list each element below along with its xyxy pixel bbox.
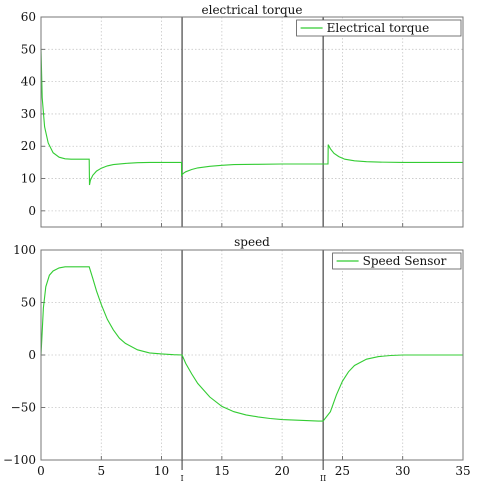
x-tick-label: 25 [335, 464, 350, 478]
y-tick-label: 0 [28, 204, 36, 218]
y-tick-label: 50 [21, 296, 36, 310]
y-tick-label: 10 [21, 172, 36, 186]
series-line-electrical-torque [40, 49, 463, 186]
legend: Speed Sensor [332, 252, 462, 270]
y-tick-label: 40 [21, 75, 36, 89]
plot-area-0 [41, 17, 463, 227]
legend-label: Electrical torque [327, 21, 430, 35]
y-tick-label: 50 [21, 42, 36, 56]
legend: Electrical torque [296, 19, 462, 37]
x-tick-label: 0 [37, 464, 45, 478]
y-tick-label: 30 [21, 107, 36, 121]
plot-frame-0 [40, 16, 464, 228]
chart-title: electrical torque [202, 3, 303, 17]
x-tick-label: 35 [455, 464, 470, 478]
plot-frame-1 [40, 249, 464, 461]
x-tick-label: 5 [97, 464, 105, 478]
y-tick-label: 60 [21, 10, 36, 24]
x-tick-label: 10 [154, 464, 169, 478]
legend-box [296, 19, 462, 37]
series-line-speed-sensor [40, 266, 463, 422]
x-tick-label: 30 [395, 464, 410, 478]
x-tick-label: 15 [214, 464, 229, 478]
cursor-label: II [320, 474, 326, 483]
y-tick-label: 100 [13, 243, 36, 257]
x-tick-label: 20 [275, 464, 290, 478]
y-tick-label: 0 [28, 348, 36, 362]
chart-title: speed [234, 235, 270, 249]
legend-box [332, 252, 462, 270]
y-tick-label: −50 [11, 401, 36, 415]
y-tick-label: −100 [3, 453, 36, 467]
y-tick-label: 20 [21, 139, 36, 153]
legend-label: Speed Sensor [363, 254, 447, 268]
cursor-label: I [180, 474, 183, 483]
